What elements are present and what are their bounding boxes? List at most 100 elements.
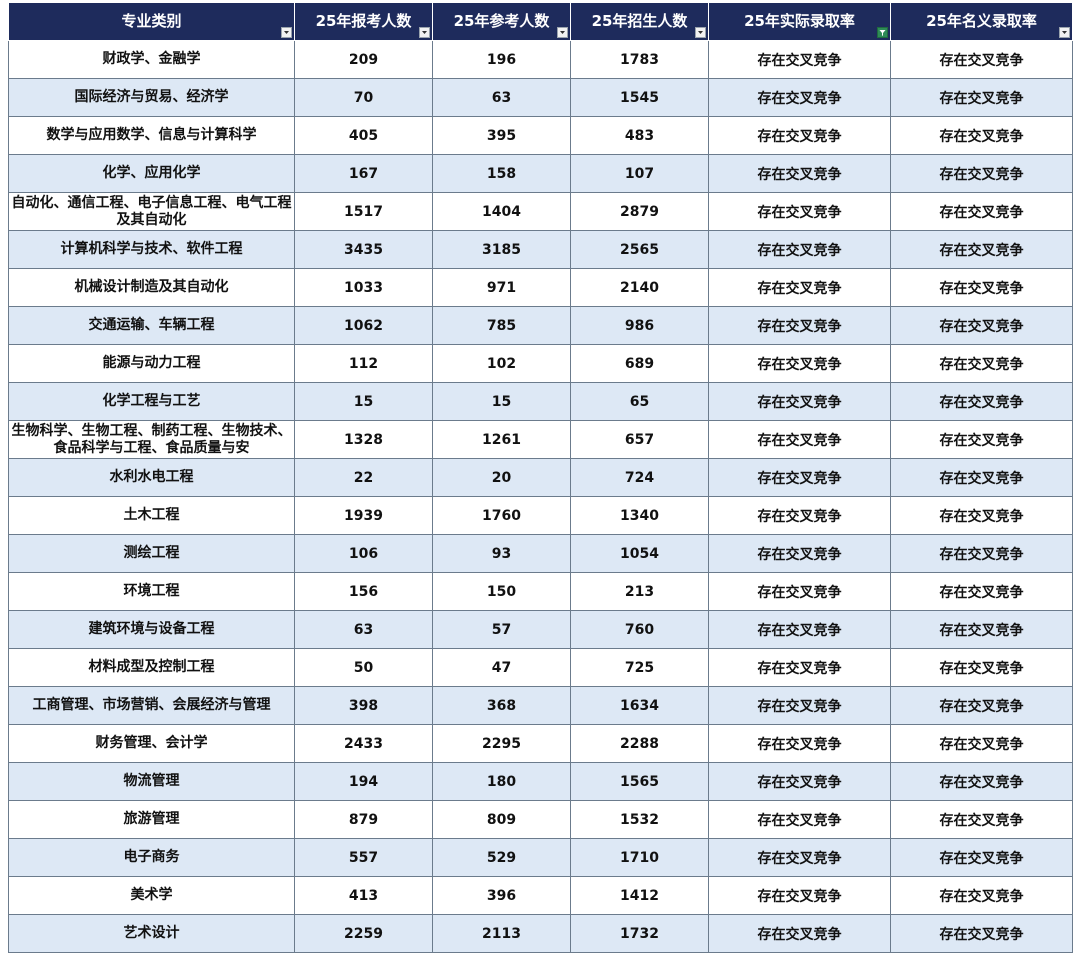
cell-category[interactable]: 交通运输、车辆工程 <box>8 306 295 345</box>
cell-applicants[interactable]: 1328 <box>294 420 433 459</box>
cell-actual-rate[interactable]: 存在交叉竞争 <box>708 610 891 649</box>
cell-category[interactable]: 电子商务 <box>8 838 295 877</box>
cell-actual-rate[interactable]: 存在交叉竞争 <box>708 914 891 953</box>
cell-applicants[interactable]: 2433 <box>294 724 433 763</box>
cell-nominal-rate[interactable]: 存在交叉竞争 <box>890 496 1073 535</box>
cell-actual-rate[interactable]: 存在交叉竞争 <box>708 382 891 421</box>
cell-enrollment[interactable]: 986 <box>570 306 709 345</box>
cell-category[interactable]: 测绘工程 <box>8 534 295 573</box>
cell-actual-rate[interactable]: 存在交叉竞争 <box>708 800 891 839</box>
cell-enrollment[interactable]: 107 <box>570 154 709 193</box>
cell-category[interactable]: 工商管理、市场营销、会展经济与管理 <box>8 686 295 725</box>
cell-nominal-rate[interactable]: 存在交叉竞争 <box>890 648 1073 687</box>
cell-category[interactable]: 财政学、金融学 <box>8 40 295 79</box>
filter-dropdown-icon[interactable] <box>419 27 430 38</box>
cell-examinees[interactable]: 63 <box>432 78 571 117</box>
cell-actual-rate[interactable]: 存在交叉竞争 <box>708 344 891 383</box>
cell-applicants[interactable]: 398 <box>294 686 433 725</box>
cell-enrollment[interactable]: 724 <box>570 458 709 497</box>
filter-dropdown-icon[interactable] <box>695 27 706 38</box>
cell-examinees[interactable]: 2295 <box>432 724 571 763</box>
cell-category[interactable]: 机械设计制造及其自动化 <box>8 268 295 307</box>
cell-nominal-rate[interactable]: 存在交叉竞争 <box>890 876 1073 915</box>
cell-actual-rate[interactable]: 存在交叉竞争 <box>708 230 891 269</box>
cell-examinees[interactable]: 395 <box>432 116 571 155</box>
cell-actual-rate[interactable]: 存在交叉竞争 <box>708 78 891 117</box>
cell-nominal-rate[interactable]: 存在交叉竞争 <box>890 534 1073 573</box>
cell-enrollment[interactable]: 760 <box>570 610 709 649</box>
cell-examinees[interactable]: 20 <box>432 458 571 497</box>
cell-applicants[interactable]: 2259 <box>294 914 433 953</box>
cell-actual-rate[interactable]: 存在交叉竞争 <box>708 192 891 231</box>
cell-examinees[interactable]: 1261 <box>432 420 571 459</box>
cell-category[interactable]: 能源与动力工程 <box>8 344 295 383</box>
cell-applicants[interactable]: 1033 <box>294 268 433 307</box>
cell-applicants[interactable]: 22 <box>294 458 433 497</box>
cell-nominal-rate[interactable]: 存在交叉竞争 <box>890 762 1073 801</box>
cell-applicants[interactable]: 50 <box>294 648 433 687</box>
cell-nominal-rate[interactable]: 存在交叉竞争 <box>890 838 1073 877</box>
cell-actual-rate[interactable]: 存在交叉竞争 <box>708 724 891 763</box>
cell-applicants[interactable]: 106 <box>294 534 433 573</box>
cell-enrollment[interactable]: 1710 <box>570 838 709 877</box>
cell-nominal-rate[interactable]: 存在交叉竞争 <box>890 572 1073 611</box>
cell-actual-rate[interactable]: 存在交叉竞争 <box>708 306 891 345</box>
cell-actual-rate[interactable]: 存在交叉竞争 <box>708 268 891 307</box>
cell-enrollment[interactable]: 65 <box>570 382 709 421</box>
cell-actual-rate[interactable]: 存在交叉竞争 <box>708 648 891 687</box>
cell-category[interactable]: 艺术设计 <box>8 914 295 953</box>
cell-nominal-rate[interactable]: 存在交叉竞争 <box>890 458 1073 497</box>
cell-examinees[interactable]: 396 <box>432 876 571 915</box>
cell-category[interactable]: 国际经济与贸易、经济学 <box>8 78 295 117</box>
cell-enrollment[interactable]: 2140 <box>570 268 709 307</box>
cell-nominal-rate[interactable]: 存在交叉竞争 <box>890 306 1073 345</box>
cell-nominal-rate[interactable]: 存在交叉竞争 <box>890 116 1073 155</box>
cell-nominal-rate[interactable]: 存在交叉竞争 <box>890 610 1073 649</box>
cell-enrollment[interactable]: 725 <box>570 648 709 687</box>
cell-enrollment[interactable]: 1412 <box>570 876 709 915</box>
filter-dropdown-icon[interactable] <box>557 27 568 38</box>
cell-applicants[interactable]: 1939 <box>294 496 433 535</box>
cell-examinees[interactable]: 15 <box>432 382 571 421</box>
cell-nominal-rate[interactable]: 存在交叉竞争 <box>890 344 1073 383</box>
cell-nominal-rate[interactable]: 存在交叉竞争 <box>890 192 1073 231</box>
cell-actual-rate[interactable]: 存在交叉竞争 <box>708 116 891 155</box>
cell-actual-rate[interactable]: 存在交叉竞争 <box>708 154 891 193</box>
cell-applicants[interactable]: 1517 <box>294 192 433 231</box>
cell-category[interactable]: 生物科学、生物工程、制药工程、生物技术、食品科学与工程、食品质量与安 <box>8 420 295 459</box>
cell-applicants[interactable]: 879 <box>294 800 433 839</box>
cell-category[interactable]: 计算机科学与技术、软件工程 <box>8 230 295 269</box>
cell-actual-rate[interactable]: 存在交叉竞争 <box>708 838 891 877</box>
cell-enrollment[interactable]: 1732 <box>570 914 709 953</box>
cell-enrollment[interactable]: 2288 <box>570 724 709 763</box>
cell-category[interactable]: 土木工程 <box>8 496 295 535</box>
cell-actual-rate[interactable]: 存在交叉竞争 <box>708 534 891 573</box>
filter-dropdown-icon[interactable] <box>1059 27 1070 38</box>
cell-applicants[interactable]: 405 <box>294 116 433 155</box>
filter-active-icon[interactable] <box>877 27 888 38</box>
cell-category[interactable]: 数学与应用数学、信息与计算科学 <box>8 116 295 155</box>
cell-actual-rate[interactable]: 存在交叉竞争 <box>708 40 891 79</box>
cell-applicants[interactable]: 413 <box>294 876 433 915</box>
cell-examinees[interactable]: 158 <box>432 154 571 193</box>
cell-actual-rate[interactable]: 存在交叉竞争 <box>708 686 891 725</box>
cell-applicants[interactable]: 3435 <box>294 230 433 269</box>
cell-examinees[interactable]: 57 <box>432 610 571 649</box>
cell-category[interactable]: 美术学 <box>8 876 295 915</box>
cell-applicants[interactable]: 167 <box>294 154 433 193</box>
cell-examinees[interactable]: 3185 <box>432 230 571 269</box>
cell-category[interactable]: 自动化、通信工程、电子信息工程、电气工程及其自动化 <box>8 192 295 231</box>
cell-applicants[interactable]: 112 <box>294 344 433 383</box>
cell-applicants[interactable]: 194 <box>294 762 433 801</box>
cell-category[interactable]: 物流管理 <box>8 762 295 801</box>
cell-enrollment[interactable]: 483 <box>570 116 709 155</box>
cell-category[interactable]: 化学工程与工艺 <box>8 382 295 421</box>
cell-enrollment[interactable]: 2565 <box>570 230 709 269</box>
cell-enrollment[interactable]: 1545 <box>570 78 709 117</box>
cell-category[interactable]: 财务管理、会计学 <box>8 724 295 763</box>
cell-applicants[interactable]: 70 <box>294 78 433 117</box>
cell-examinees[interactable]: 785 <box>432 306 571 345</box>
cell-nominal-rate[interactable]: 存在交叉竞争 <box>890 914 1073 953</box>
cell-nominal-rate[interactable]: 存在交叉竞争 <box>890 268 1073 307</box>
cell-applicants[interactable]: 557 <box>294 838 433 877</box>
